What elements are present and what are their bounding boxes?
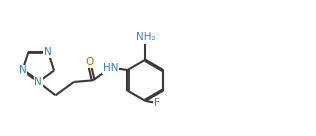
Text: F: F	[154, 98, 160, 108]
Text: O: O	[85, 57, 93, 67]
Text: N: N	[19, 65, 26, 75]
Text: N: N	[34, 77, 42, 87]
Text: NH₂: NH₂	[136, 32, 155, 42]
Text: N: N	[44, 47, 52, 57]
Text: HN: HN	[103, 63, 118, 73]
